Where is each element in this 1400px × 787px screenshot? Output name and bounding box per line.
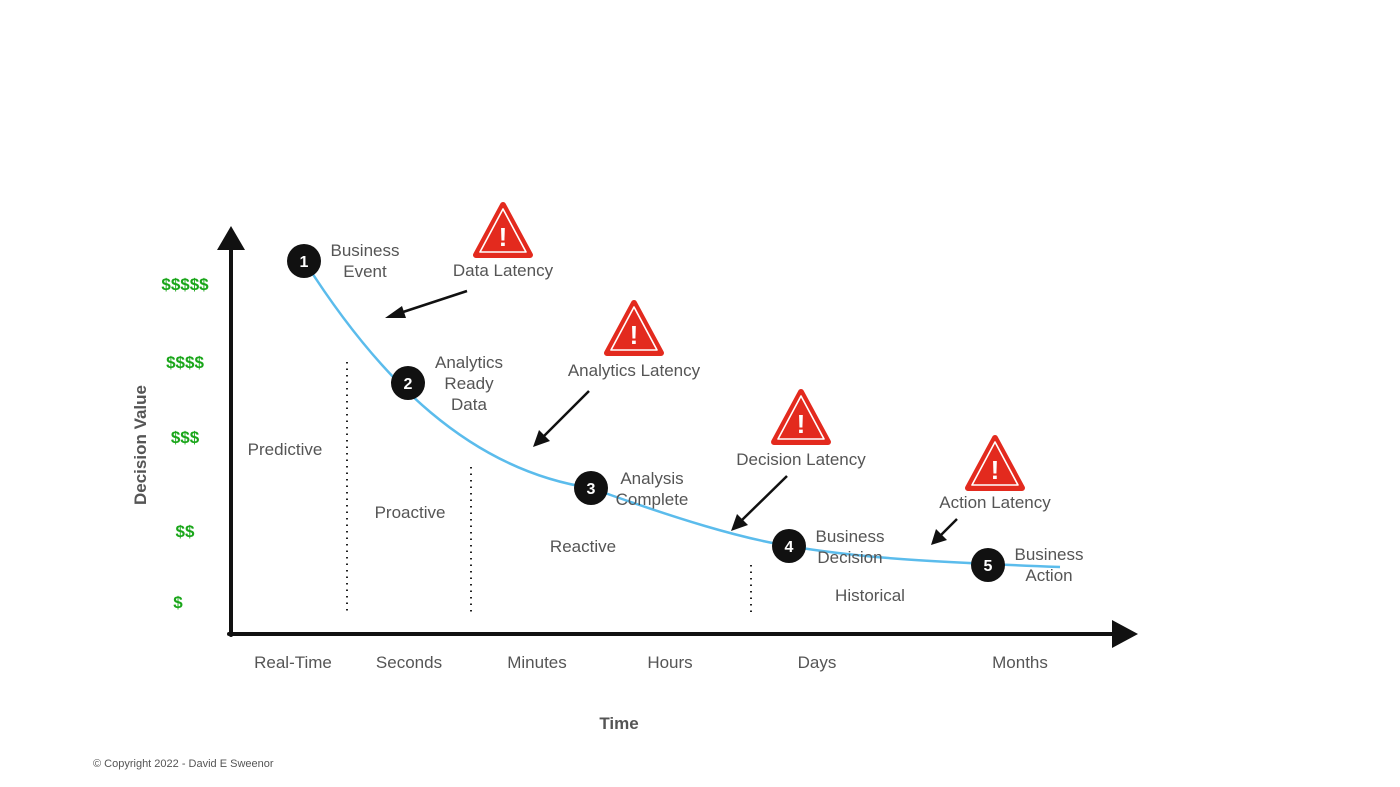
step-1-label-line-2: Event bbox=[343, 262, 387, 281]
x-tick-months: Months bbox=[992, 653, 1048, 672]
step-2: 2 Analytics Ready Data bbox=[391, 353, 503, 414]
x-tick-real-time: Real-Time bbox=[254, 653, 332, 672]
step-3-marker bbox=[574, 471, 608, 505]
zone-historical: Historical bbox=[835, 586, 905, 605]
y-axis-title: Decision Value bbox=[131, 385, 150, 505]
x-axis-arrowhead bbox=[1112, 620, 1138, 648]
warning-icon: ! bbox=[473, 202, 533, 258]
y-tick-4: $$$$ bbox=[166, 353, 204, 372]
step-1-label-line-1: Business bbox=[331, 241, 400, 260]
action-latency-label: Action Latency bbox=[939, 493, 1051, 512]
step-5-marker bbox=[971, 548, 1005, 582]
data-latency: ! Data Latency bbox=[385, 202, 554, 318]
step-5-number: 5 bbox=[984, 558, 993, 575]
step-4-marker bbox=[772, 529, 806, 563]
action-latency-arrow bbox=[940, 518, 958, 536]
zone-predictive: Predictive bbox=[248, 440, 323, 459]
decision-latency-label: Decision Latency bbox=[736, 450, 866, 469]
step-4-number: 4 bbox=[785, 539, 794, 556]
data-latency-arrow bbox=[399, 289, 468, 315]
step-2-marker bbox=[391, 366, 425, 400]
x-axis bbox=[227, 620, 1138, 648]
step-1-number: 1 bbox=[300, 254, 309, 271]
data-latency-label: Data Latency bbox=[453, 261, 554, 280]
y-axis bbox=[217, 226, 245, 637]
y-tick-5: $$$$$ bbox=[161, 275, 209, 294]
x-tick-hours: Hours bbox=[647, 653, 692, 672]
warning-icon: ! bbox=[604, 300, 664, 356]
warning-icon-symbol: ! bbox=[630, 320, 639, 350]
action-latency: ! Action Latency bbox=[931, 435, 1051, 545]
warning-icon-symbol: ! bbox=[499, 222, 508, 252]
warning-icon: ! bbox=[965, 435, 1025, 491]
y-tick-2: $$ bbox=[176, 522, 195, 541]
step-4-label-line-1: Business bbox=[816, 527, 885, 546]
warning-icon-symbol: ! bbox=[991, 455, 1000, 485]
zone-proactive: Proactive bbox=[375, 503, 446, 522]
step-4-label-line-2: Decision bbox=[817, 548, 882, 567]
x-tick-minutes: Minutes bbox=[507, 653, 567, 672]
step-3-label-line-2: Complete bbox=[616, 490, 689, 509]
step-2-label-line-1: Analytics bbox=[435, 353, 503, 372]
step-4: 4 Business Decision bbox=[772, 527, 884, 567]
step-3-number: 3 bbox=[587, 481, 596, 498]
step-2-label-line-2: Ready bbox=[444, 374, 494, 393]
x-tick-seconds: Seconds bbox=[376, 653, 442, 672]
decision-latency-arrow bbox=[741, 475, 788, 521]
copyright-notice: © Copyright 2022 - David E Sweenor bbox=[93, 758, 274, 770]
step-5-label-line-2: Action bbox=[1025, 566, 1072, 585]
decision-latency: ! Decision Latency bbox=[731, 389, 866, 531]
step-5: 5 Business Action bbox=[971, 545, 1083, 585]
step-2-label-line-3: Data bbox=[451, 395, 487, 414]
analytics-latency-arrow bbox=[543, 390, 590, 437]
warning-icon-symbol: ! bbox=[797, 409, 806, 439]
y-axis-arrowhead bbox=[217, 226, 245, 250]
y-tick-3: $$$ bbox=[171, 428, 200, 447]
step-1-marker bbox=[287, 244, 321, 278]
step-5-label-line-1: Business bbox=[1015, 545, 1084, 564]
action-latency-arrowhead bbox=[931, 529, 947, 545]
analytics-latency-label: Analytics Latency bbox=[568, 361, 701, 380]
step-2-number: 2 bbox=[404, 376, 413, 393]
analytics-latency-arrowhead bbox=[533, 430, 550, 447]
zone-reactive: Reactive bbox=[550, 537, 616, 556]
y-tick-1: $ bbox=[173, 593, 183, 612]
step-1: 1 Business Event bbox=[287, 241, 399, 281]
step-3-label-line-1: Analysis bbox=[620, 469, 683, 488]
data-latency-arrowhead bbox=[385, 306, 406, 318]
x-tick-days: Days bbox=[798, 653, 837, 672]
analytics-latency: ! Analytics Latency bbox=[533, 300, 701, 447]
decision-latency-arrowhead bbox=[731, 514, 748, 531]
step-3: 3 Analysis Complete bbox=[574, 469, 688, 509]
x-axis-title: Time bbox=[599, 714, 638, 733]
warning-icon: ! bbox=[771, 389, 831, 445]
